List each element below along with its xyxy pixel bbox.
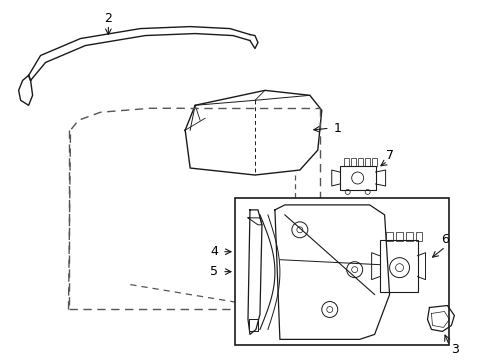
Polygon shape — [274, 205, 389, 339]
Text: 6: 6 — [441, 233, 448, 246]
Bar — [385, 232, 392, 241]
Bar — [343, 158, 348, 166]
Text: 7: 7 — [385, 149, 393, 162]
Bar — [379, 240, 417, 292]
Bar — [350, 158, 355, 166]
Bar — [357, 158, 362, 166]
Text: 4: 4 — [210, 245, 218, 258]
Text: 2: 2 — [104, 12, 112, 25]
Polygon shape — [247, 210, 262, 334]
Bar — [395, 232, 402, 241]
Bar — [364, 158, 369, 166]
Text: 5: 5 — [210, 265, 218, 278]
Bar — [339, 166, 375, 190]
Text: 1: 1 — [333, 122, 341, 135]
Text: 3: 3 — [450, 343, 458, 356]
Bar — [235, 198, 448, 345]
Bar — [415, 232, 422, 241]
Bar — [371, 158, 376, 166]
Bar — [405, 232, 412, 241]
